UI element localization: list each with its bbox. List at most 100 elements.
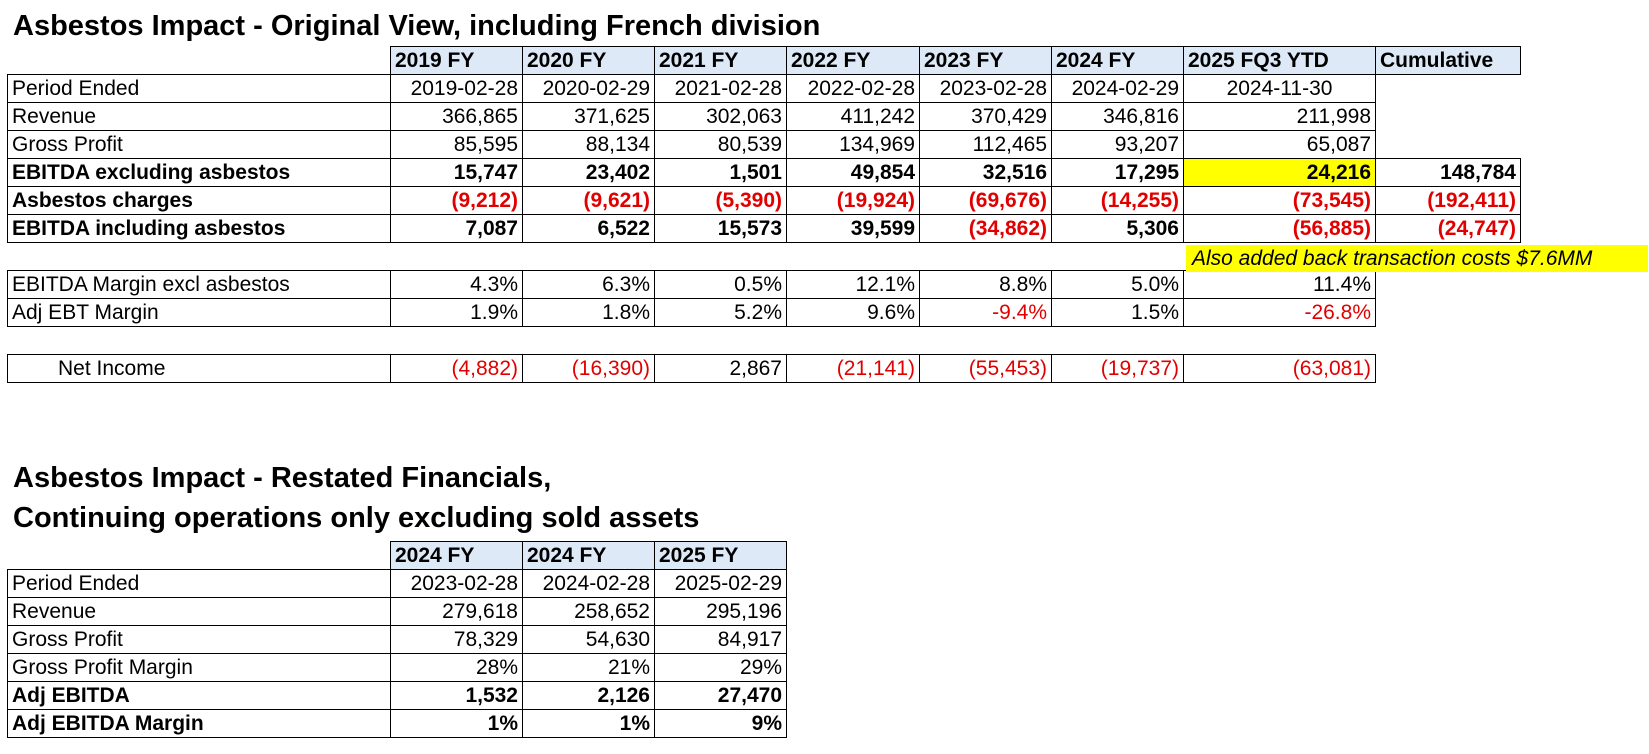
value-cell[interactable]: -9.4% (919, 298, 1052, 327)
value-cell[interactable]: 5,306 (1051, 214, 1184, 243)
period-cell[interactable]: 2024-11-30 (1183, 74, 1376, 103)
value-cell[interactable]: 1,501 (654, 158, 787, 187)
cumulative-cell[interactable]: (24,747) (1375, 214, 1521, 243)
period-cell[interactable]: 2024-02-29 (1051, 74, 1184, 103)
value-cell[interactable]: 85,595 (390, 130, 523, 159)
value-cell[interactable]: 295,196 (654, 597, 787, 626)
value-cell[interactable]: 5.0% (1051, 270, 1184, 299)
header-cell[interactable]: 2024 FY (390, 541, 523, 570)
value-cell[interactable]: 411,242 (786, 102, 920, 131)
row-label[interactable]: Gross Profit (7, 130, 391, 159)
row-label[interactable]: Gross Profit (7, 625, 391, 654)
period-cell[interactable]: 2022-02-28 (786, 74, 920, 103)
value-cell[interactable]: 12.1% (786, 270, 920, 299)
cumulative-cell[interactable]: (192,411) (1375, 186, 1521, 215)
value-cell[interactable]: 21% (522, 653, 655, 682)
period-cell[interactable]: 2025-02-29 (654, 569, 787, 598)
row-label[interactable]: EBITDA including asbestos (7, 214, 391, 243)
value-cell[interactable]: (19,737) (1051, 354, 1184, 383)
value-cell[interactable]: 371,625 (522, 102, 655, 131)
value-cell[interactable]: 5.2% (654, 298, 787, 327)
value-cell[interactable]: (4,882) (390, 354, 523, 383)
value-cell[interactable]: 32,516 (919, 158, 1052, 187)
period-cell[interactable]: 2023-02-28 (390, 569, 523, 598)
value-cell[interactable]: 2,867 (654, 354, 787, 383)
value-cell[interactable]: 1% (390, 709, 523, 738)
period-cell[interactable]: 2020-02-29 (522, 74, 655, 103)
header-cell[interactable]: 2024 FY (1051, 46, 1184, 75)
value-cell[interactable]: 6,522 (522, 214, 655, 243)
period-cell[interactable]: 2019-02-28 (390, 74, 523, 103)
header-cell[interactable]: 2023 FY (919, 46, 1052, 75)
row-label[interactable]: Adj EBT Margin (7, 298, 391, 327)
value-cell[interactable]: 7,087 (390, 214, 523, 243)
header-cell[interactable]: Cumulative (1375, 46, 1521, 75)
row-label[interactable]: EBITDA Margin excl asbestos (7, 270, 391, 299)
value-cell[interactable]: 211,998 (1183, 102, 1376, 131)
value-cell[interactable]: 84,917 (654, 625, 787, 654)
value-cell[interactable]: 9.6% (786, 298, 920, 327)
period-cell[interactable]: 2024-02-28 (522, 569, 655, 598)
value-cell[interactable]: 54,630 (522, 625, 655, 654)
value-cell[interactable]: 4.3% (390, 270, 523, 299)
value-cell[interactable]: (34,862) (919, 214, 1052, 243)
row-label[interactable]: Period Ended (7, 569, 391, 598)
cumulative-cell[interactable]: 148,784 (1375, 158, 1521, 187)
row-label[interactable]: Adj EBITDA (7, 681, 391, 710)
value-cell[interactable]: (55,453) (919, 354, 1052, 383)
header-cell[interactable]: 2020 FY (522, 46, 655, 75)
value-cell[interactable]: 6.3% (522, 270, 655, 299)
value-cell[interactable]: 27,470 (654, 681, 787, 710)
value-cell[interactable]: 65,087 (1183, 130, 1376, 159)
row-label[interactable]: Adj EBITDA Margin (7, 709, 391, 738)
value-cell[interactable]: (69,676) (919, 186, 1052, 215)
header-cell[interactable]: 2021 FY (654, 46, 787, 75)
row-label[interactable]: Gross Profit Margin (7, 653, 391, 682)
value-cell[interactable]: (9,212) (390, 186, 523, 215)
row-label[interactable]: Revenue (7, 102, 391, 131)
value-cell[interactable]: (73,545) (1183, 186, 1376, 215)
value-cell[interactable]: 1.8% (522, 298, 655, 327)
value-cell[interactable]: 279,618 (390, 597, 523, 626)
value-cell[interactable]: 112,465 (919, 130, 1052, 159)
value-cell[interactable]: 2,126 (522, 681, 655, 710)
value-cell[interactable]: 0.5% (654, 270, 787, 299)
value-cell[interactable]: 28% (390, 653, 523, 682)
value-cell[interactable]: 1,532 (390, 681, 523, 710)
value-cell[interactable]: (5,390) (654, 186, 787, 215)
value-cell[interactable]: 8.8% (919, 270, 1052, 299)
value-cell[interactable]: (56,885) (1183, 214, 1376, 243)
period-cell[interactable]: 2023-02-28 (919, 74, 1052, 103)
header-cell[interactable]: 2025 FQ3 YTD (1183, 46, 1376, 75)
value-cell[interactable]: -26.8% (1183, 298, 1376, 327)
value-cell[interactable]: 88,134 (522, 130, 655, 159)
header-cell[interactable]: 2024 FY (522, 541, 655, 570)
value-cell[interactable]: 49,854 (786, 158, 920, 187)
row-label[interactable]: Revenue (7, 597, 391, 626)
header-cell[interactable]: 2019 FY (390, 46, 523, 75)
value-cell[interactable]: 1.9% (390, 298, 523, 327)
row-label[interactable]: Asbestos charges (7, 186, 391, 215)
value-cell[interactable]: 17,295 (1051, 158, 1184, 187)
value-cell[interactable]: 346,816 (1051, 102, 1184, 131)
value-cell[interactable]: 39,599 (786, 214, 920, 243)
row-label[interactable]: Period Ended (7, 74, 391, 103)
value-cell[interactable]: (16,390) (522, 354, 655, 383)
value-cell[interactable]: 302,063 (654, 102, 787, 131)
value-cell[interactable]: 80,539 (654, 130, 787, 159)
value-cell[interactable]: 258,652 (522, 597, 655, 626)
row-label[interactable]: EBITDA excluding asbestos (7, 158, 391, 187)
value-cell[interactable]: 23,402 (522, 158, 655, 187)
value-cell[interactable]: 134,969 (786, 130, 920, 159)
row-label[interactable]: Net Income (7, 354, 391, 383)
value-cell[interactable]: (19,924) (786, 186, 920, 215)
value-cell[interactable]: 15,747 (390, 158, 523, 187)
value-cell[interactable]: 9% (654, 709, 787, 738)
value-cell[interactable]: (63,081) (1183, 354, 1376, 383)
value-cell[interactable]: 1% (522, 709, 655, 738)
period-cell[interactable]: 2021-02-28 (654, 74, 787, 103)
value-cell[interactable]: (9,621) (522, 186, 655, 215)
value-cell[interactable]: 93,207 (1051, 130, 1184, 159)
value-cell[interactable]: 78,329 (390, 625, 523, 654)
value-cell[interactable]: 366,865 (390, 102, 523, 131)
